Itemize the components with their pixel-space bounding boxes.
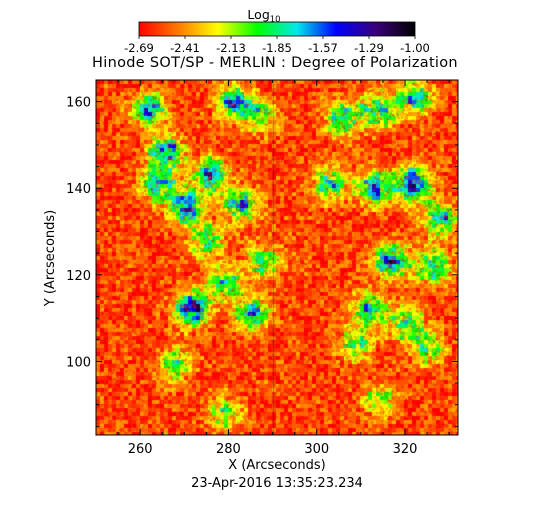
y-axis: 100 120 140 160	[66, 79, 458, 427]
colorbar: Log10 -2.69 -2.41 -2.13 -1.85 -1.57 -1.29 -1.0…	[124, 7, 430, 55]
x-tick-label: 300	[304, 442, 329, 457]
colorbar-tick-label: -2.13	[216, 41, 246, 55]
x-tick-label: 260	[128, 442, 153, 457]
colorbar-ticks: -2.69 -2.41 -2.13 -1.85 -1.57 -1.29 -1.00	[124, 36, 430, 55]
colorbar-label-main: Log	[247, 7, 269, 22]
plot-area: 260 280 300 320 100 120 140 160	[66, 79, 459, 457]
x-axis: 260 280 300 320	[95, 80, 450, 457]
colorbar-tick-label: -1.00	[400, 41, 430, 55]
colorbar-gradient	[139, 22, 415, 36]
colorbar-label-sub: 10	[270, 15, 281, 25]
colorbar-tick-label: -2.69	[124, 41, 154, 55]
heatmap-image	[96, 80, 458, 435]
x-tick-label: 280	[216, 442, 241, 457]
timestamp: 23-Apr-2016 13:35:23.234	[191, 476, 363, 491]
colorbar-tick-label: -1.29	[354, 41, 384, 55]
colorbar-tick-label: -1.57	[308, 41, 338, 55]
chart-title: Hinode SOT/SP - MERLIN : Degree of Polar…	[92, 55, 458, 71]
y-axis-label: Y (Arcseconds)	[43, 210, 58, 307]
y-tick-label: 100	[66, 355, 91, 370]
x-axis-label: X (Arcseconds)	[228, 458, 325, 473]
x-tick-label: 320	[393, 442, 418, 457]
colorbar-tick-label: -2.41	[170, 41, 200, 55]
heatmap-container	[96, 80, 458, 435]
y-tick-label: 120	[66, 269, 91, 284]
y-tick-label: 140	[66, 182, 91, 197]
y-tick-label: 160	[66, 96, 91, 111]
plot-frame	[95, 79, 459, 436]
colorbar-tick-label: -1.85	[262, 41, 292, 55]
colorbar-label: Log10	[247, 7, 280, 25]
